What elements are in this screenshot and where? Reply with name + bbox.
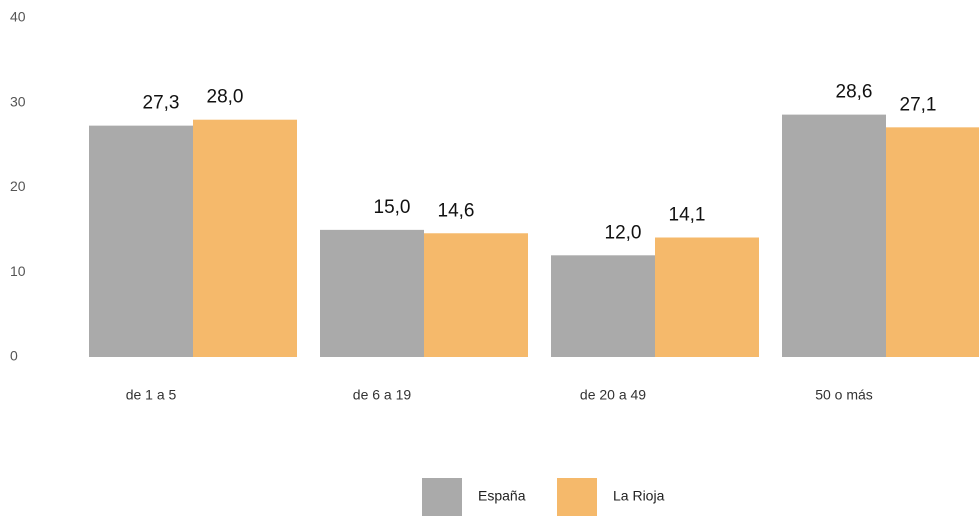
- y-tick-label: 40: [10, 9, 26, 25]
- bar: [320, 229, 424, 357]
- value-label: 15,0: [374, 197, 411, 218]
- value-label: 14,1: [669, 205, 706, 226]
- y-tick-label: 10: [10, 263, 26, 279]
- legend-label: La Rioja: [613, 488, 665, 504]
- bar: [89, 125, 193, 357]
- value-label: 12,0: [605, 222, 642, 243]
- x-tick-label: de 1 a 5: [126, 387, 177, 403]
- bar: [193, 119, 297, 357]
- value-label: 27,1: [900, 94, 937, 115]
- legend-swatch: [422, 478, 462, 516]
- x-tick-label: de 20 a 49: [580, 387, 646, 403]
- bar: [886, 127, 979, 357]
- x-tick-label: 50 o más: [815, 387, 873, 403]
- value-label: 28,6: [836, 82, 873, 103]
- legend-label: España: [478, 488, 526, 504]
- x-tick-label: de 6 a 19: [353, 387, 412, 403]
- bar: [655, 237, 759, 357]
- y-tick-label: 0: [10, 348, 18, 364]
- value-label: 28,0: [207, 87, 244, 108]
- value-label: 14,6: [438, 200, 475, 221]
- y-tick-label: 30: [10, 93, 26, 109]
- value-label: 27,3: [143, 93, 180, 114]
- bar: [424, 233, 528, 357]
- bar: [551, 255, 655, 357]
- bar: [782, 114, 886, 358]
- legend-swatch: [557, 478, 597, 516]
- y-tick-label: 20: [10, 178, 26, 194]
